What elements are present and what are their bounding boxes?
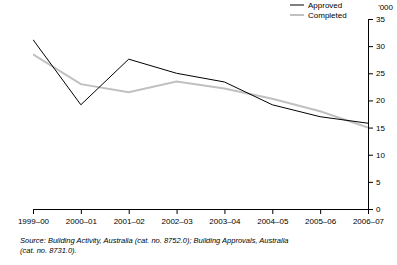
y-tick-label: 15 [376, 124, 385, 133]
x-axis: 1999–00 2000–01 2001–02 2002–03 2003–04 2004–… [18, 209, 385, 226]
y-tick-mark [368, 46, 373, 47]
y-axis-title: '000 [378, 3, 393, 12]
x-tick-mark [33, 209, 34, 214]
x-tick-label: 2004–05 [257, 217, 289, 226]
lines [33, 40, 368, 128]
y-tick: 30 [368, 42, 385, 51]
x-tick-mark [81, 209, 82, 214]
legend-key [290, 14, 304, 16]
y-tick: 0 [368, 205, 381, 214]
x-tick-mark [224, 209, 225, 214]
x-tick: 2004–05 [257, 209, 289, 226]
x-tick-label: 2006–07 [353, 217, 385, 226]
y-tick-label: 20 [376, 96, 385, 105]
source-note: (cat. no. 8731.0). [20, 246, 77, 255]
y-tick-label: 35 [376, 15, 385, 24]
y-tick-mark [368, 73, 373, 74]
y-axis-line [369, 20, 374, 210]
y-tick: 25 [368, 69, 385, 78]
y-tick-mark [368, 155, 373, 156]
x-tick-mark [272, 209, 273, 214]
series-line [33, 40, 368, 124]
x-tick: 2005–06 [305, 209, 337, 226]
y-tick-label: 5 [376, 178, 381, 187]
x-tick-mark [177, 209, 178, 214]
x-tick-label: 2000–01 [66, 217, 98, 226]
y-tick: 5 [368, 178, 381, 187]
legend-key [290, 5, 304, 6]
y-tick-mark [368, 100, 373, 101]
y-tick-label: 25 [376, 69, 385, 78]
x-tick-label: 2001–02 [114, 217, 146, 226]
y-tick: 20 [368, 96, 385, 105]
x-tick: 2001–02 [114, 209, 146, 226]
y-tick-label: 0 [376, 205, 381, 214]
x-tick: 2000–01 [66, 209, 98, 226]
x-tick-mark [129, 209, 130, 214]
legend-label: Completed [308, 11, 347, 20]
x-tick-label: 2003–04 [209, 217, 241, 226]
legend: ApprovedCompleted [290, 1, 347, 20]
chart: 1999–00 2000–01 2001–02 2002–03 2003–04 2004–… [0, 0, 397, 265]
x-tick-mark [320, 209, 321, 214]
y-tick: 10 [368, 151, 385, 160]
x-tick: 1999–00 [18, 209, 50, 226]
x-axis-line [34, 210, 369, 215]
y-tick-mark [368, 209, 373, 210]
x-tick: 2002–03 [161, 209, 193, 226]
legend-label: Approved [308, 1, 342, 10]
y-axis: 0 5 10 15 20 25 30 35 [368, 15, 385, 214]
y-tick-label: 30 [376, 42, 385, 51]
y-tick-mark [368, 182, 373, 183]
plot: 1999–00 2000–01 2001–02 2002–03 2003–04 2004–… [18, 1, 386, 227]
x-tick-label: 2002–03 [161, 217, 193, 226]
x-tick-label: 2005–06 [305, 217, 337, 226]
y-tick-mark [368, 19, 373, 20]
y-tick: 35 [368, 15, 385, 24]
x-tick: 2003–04 [209, 209, 241, 226]
source-note: Source: Building Activity, Australia (ca… [20, 236, 288, 245]
x-tick-label: 1999–00 [18, 217, 50, 226]
y-tick-label: 10 [376, 151, 385, 160]
y-tick: 15 [368, 124, 385, 133]
y-tick-mark [368, 128, 373, 129]
